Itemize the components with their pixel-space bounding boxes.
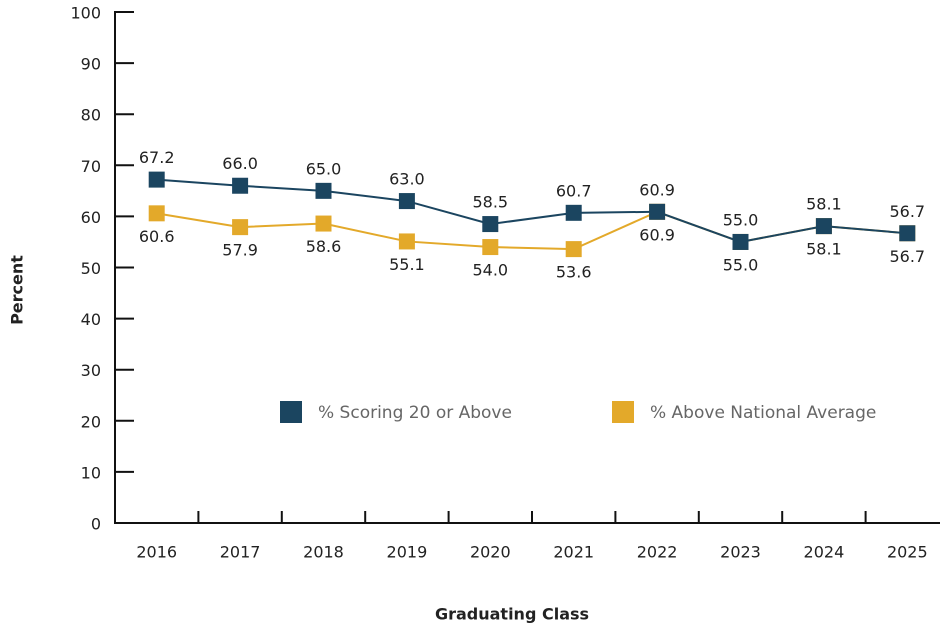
y-tick-label: 60 bbox=[81, 208, 101, 227]
x-tick-label: 2020 bbox=[470, 543, 511, 562]
marker bbox=[565, 204, 582, 221]
legend-label: % Scoring 20 or Above bbox=[318, 403, 512, 423]
data-label: 58.1 bbox=[806, 195, 842, 214]
marker bbox=[482, 239, 499, 256]
data-label: 55.1 bbox=[389, 255, 425, 274]
y-axis-title: Percent bbox=[8, 255, 27, 325]
data-label: 66.0 bbox=[222, 154, 258, 173]
data-label: 53.6 bbox=[556, 263, 592, 282]
data-label: 56.7 bbox=[889, 202, 925, 221]
data-label: 54.0 bbox=[472, 261, 508, 280]
marker bbox=[398, 233, 415, 250]
marker bbox=[232, 177, 249, 194]
legend-swatch bbox=[280, 401, 302, 423]
data-label: 57.9 bbox=[222, 241, 258, 260]
x-tick-label: 2021 bbox=[553, 543, 594, 562]
x-tick-label: 2016 bbox=[136, 543, 177, 562]
y-tick-label: 30 bbox=[81, 361, 101, 380]
legend-label: % Above National Average bbox=[650, 403, 876, 423]
data-label: 55.0 bbox=[723, 210, 759, 229]
marker bbox=[232, 219, 249, 236]
y-tick-label: 70 bbox=[81, 157, 101, 176]
y-tick-label: 40 bbox=[81, 310, 101, 329]
marker bbox=[315, 215, 332, 232]
y-tick-label: 100 bbox=[70, 4, 101, 23]
series-line bbox=[156, 178, 908, 243]
data-label: 58.6 bbox=[306, 237, 342, 256]
x-tick-label: 2022 bbox=[637, 543, 678, 562]
x-axis-title: Graduating Class bbox=[435, 605, 589, 624]
data-label: 58.5 bbox=[472, 193, 508, 212]
data-label: 65.0 bbox=[306, 159, 342, 178]
x-tick-label: 2023 bbox=[720, 543, 761, 562]
data-label: 56.7 bbox=[889, 247, 925, 266]
marker bbox=[148, 205, 165, 222]
marker bbox=[398, 193, 415, 210]
x-tick-label: 2024 bbox=[804, 543, 845, 562]
marker bbox=[815, 218, 832, 235]
marker bbox=[732, 233, 749, 250]
x-tick-label: 2019 bbox=[387, 543, 428, 562]
y-tick-label: 90 bbox=[81, 55, 101, 74]
x-tick-label: 2025 bbox=[887, 543, 928, 562]
marker bbox=[565, 241, 582, 258]
y-tick-label: 0 bbox=[91, 515, 101, 534]
data-label: 63.0 bbox=[389, 170, 425, 189]
marker bbox=[899, 225, 916, 242]
marker bbox=[649, 203, 666, 220]
data-label: 67.2 bbox=[139, 148, 175, 167]
y-tick-label: 20 bbox=[81, 412, 101, 431]
data-label: 55.0 bbox=[723, 255, 759, 274]
data-label: 60.9 bbox=[639, 225, 675, 244]
marker bbox=[148, 171, 165, 188]
series-line bbox=[156, 210, 908, 251]
marker bbox=[315, 182, 332, 199]
data-label: 60.9 bbox=[639, 180, 675, 199]
y-tick-label: 10 bbox=[81, 463, 101, 482]
marker bbox=[482, 216, 499, 233]
x-tick-label: 2017 bbox=[220, 543, 261, 562]
x-tick-label: 2018 bbox=[303, 543, 344, 562]
y-tick-label: 80 bbox=[81, 106, 101, 125]
data-label: 60.6 bbox=[139, 227, 175, 246]
data-label: 58.1 bbox=[806, 240, 842, 259]
legend-swatch bbox=[612, 401, 634, 423]
data-label: 60.7 bbox=[556, 181, 592, 200]
y-tick-label: 50 bbox=[81, 259, 101, 278]
